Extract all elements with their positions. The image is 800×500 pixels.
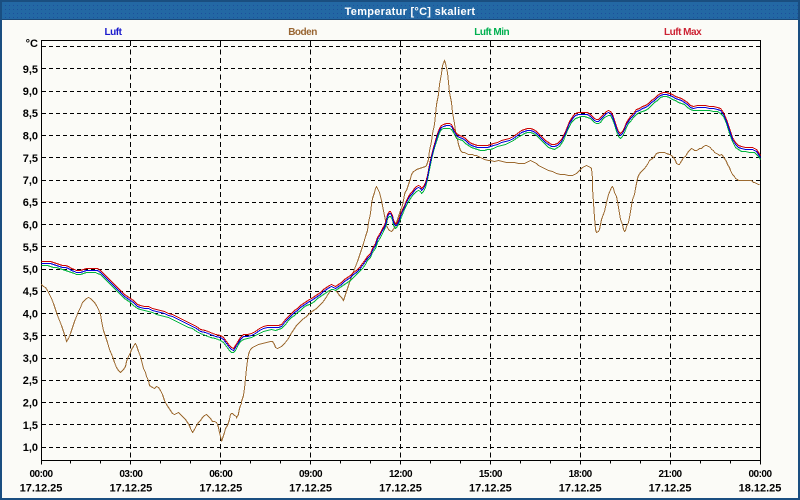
svg-text:7,5: 7,5 bbox=[23, 153, 38, 165]
svg-text:4,5: 4,5 bbox=[23, 286, 38, 298]
svg-text:9,0: 9,0 bbox=[23, 86, 38, 98]
svg-text:8,0: 8,0 bbox=[23, 131, 38, 143]
svg-text:Luft Max: Luft Max bbox=[664, 27, 702, 38]
svg-text:7,0: 7,0 bbox=[23, 175, 38, 187]
svg-text:00:00: 00:00 bbox=[29, 469, 53, 480]
svg-text:2,0: 2,0 bbox=[23, 398, 38, 410]
svg-text:17.12.25: 17.12.25 bbox=[559, 483, 602, 495]
svg-text:17.12.25: 17.12.25 bbox=[20, 483, 63, 495]
svg-text:1,5: 1,5 bbox=[23, 420, 38, 432]
svg-text:17.12.25: 17.12.25 bbox=[109, 483, 152, 495]
svg-text:17.12.25: 17.12.25 bbox=[199, 483, 242, 495]
svg-text:5,0: 5,0 bbox=[23, 264, 38, 276]
svg-text:3,0: 3,0 bbox=[23, 353, 38, 365]
svg-text:12:00: 12:00 bbox=[389, 469, 413, 480]
svg-text:2,5: 2,5 bbox=[23, 375, 38, 387]
svg-text:00:00: 00:00 bbox=[748, 469, 772, 480]
svg-text:3,5: 3,5 bbox=[23, 331, 38, 343]
svg-text:21:00: 21:00 bbox=[659, 469, 683, 480]
svg-text:17.12.25: 17.12.25 bbox=[289, 483, 332, 495]
svg-text:9,5: 9,5 bbox=[23, 64, 38, 76]
svg-text:5,5: 5,5 bbox=[23, 242, 38, 254]
svg-text:03:00: 03:00 bbox=[119, 469, 143, 480]
svg-text:06:00: 06:00 bbox=[209, 469, 233, 480]
svg-text:4,0: 4,0 bbox=[23, 309, 38, 321]
svg-text:6,0: 6,0 bbox=[23, 220, 38, 232]
svg-text:6,5: 6,5 bbox=[23, 197, 38, 209]
svg-text:Luft Min: Luft Min bbox=[474, 27, 509, 38]
svg-text:°C: °C bbox=[26, 38, 38, 50]
svg-text:18.12.25: 18.12.25 bbox=[739, 483, 782, 495]
svg-text:17.12.25: 17.12.25 bbox=[379, 483, 422, 495]
svg-text:Luft: Luft bbox=[105, 27, 123, 38]
svg-text:Temperatur [°C] skaliert: Temperatur [°C] skaliert bbox=[345, 6, 476, 18]
svg-text:8,5: 8,5 bbox=[23, 108, 38, 120]
svg-text:09:00: 09:00 bbox=[299, 469, 323, 480]
svg-text:1,0: 1,0 bbox=[23, 442, 38, 454]
svg-text:18:00: 18:00 bbox=[569, 469, 593, 480]
svg-text:Boden: Boden bbox=[288, 27, 317, 38]
svg-text:17.12.25: 17.12.25 bbox=[469, 483, 512, 495]
svg-text:15:00: 15:00 bbox=[479, 469, 503, 480]
svg-text:17.12.25: 17.12.25 bbox=[649, 483, 692, 495]
